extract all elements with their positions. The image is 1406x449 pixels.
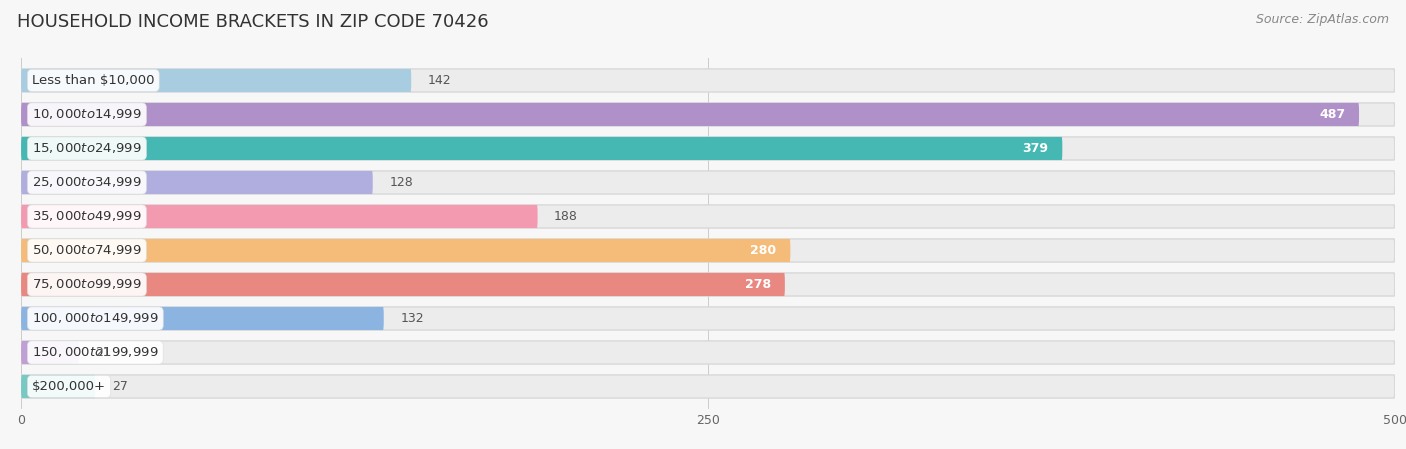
FancyBboxPatch shape: [21, 69, 411, 92]
FancyBboxPatch shape: [21, 341, 79, 364]
Text: 278: 278: [745, 278, 770, 291]
Text: 487: 487: [1319, 108, 1346, 121]
Text: $100,000 to $149,999: $100,000 to $149,999: [32, 312, 159, 326]
Text: Less than $10,000: Less than $10,000: [32, 74, 155, 87]
FancyBboxPatch shape: [21, 171, 373, 194]
Text: $75,000 to $99,999: $75,000 to $99,999: [32, 277, 142, 291]
FancyBboxPatch shape: [21, 103, 1360, 126]
Text: HOUSEHOLD INCOME BRACKETS IN ZIP CODE 70426: HOUSEHOLD INCOME BRACKETS IN ZIP CODE 70…: [17, 13, 488, 31]
FancyBboxPatch shape: [21, 273, 785, 296]
Text: 142: 142: [427, 74, 451, 87]
FancyBboxPatch shape: [21, 239, 1395, 262]
Text: 132: 132: [401, 312, 423, 325]
Text: $200,000+: $200,000+: [32, 380, 105, 393]
FancyBboxPatch shape: [21, 205, 537, 228]
Text: $50,000 to $74,999: $50,000 to $74,999: [32, 243, 142, 257]
FancyBboxPatch shape: [21, 239, 790, 262]
FancyBboxPatch shape: [21, 307, 1395, 330]
Text: $10,000 to $14,999: $10,000 to $14,999: [32, 107, 142, 122]
Text: 379: 379: [1022, 142, 1049, 155]
FancyBboxPatch shape: [21, 205, 1395, 228]
Text: 280: 280: [751, 244, 776, 257]
Text: $25,000 to $34,999: $25,000 to $34,999: [32, 176, 142, 189]
Text: $15,000 to $24,999: $15,000 to $24,999: [32, 141, 142, 155]
FancyBboxPatch shape: [21, 103, 1395, 126]
FancyBboxPatch shape: [21, 69, 1395, 92]
FancyBboxPatch shape: [21, 273, 1395, 296]
FancyBboxPatch shape: [21, 137, 1395, 160]
Text: 128: 128: [389, 176, 413, 189]
FancyBboxPatch shape: [21, 137, 1063, 160]
Text: Source: ZipAtlas.com: Source: ZipAtlas.com: [1256, 13, 1389, 26]
FancyBboxPatch shape: [21, 171, 1395, 194]
Text: 188: 188: [554, 210, 578, 223]
Text: 27: 27: [111, 380, 128, 393]
FancyBboxPatch shape: [21, 341, 1395, 364]
Text: 21: 21: [96, 346, 111, 359]
FancyBboxPatch shape: [21, 307, 384, 330]
FancyBboxPatch shape: [21, 375, 96, 398]
Text: $35,000 to $49,999: $35,000 to $49,999: [32, 210, 142, 224]
Text: $150,000 to $199,999: $150,000 to $199,999: [32, 345, 159, 360]
FancyBboxPatch shape: [21, 375, 1395, 398]
